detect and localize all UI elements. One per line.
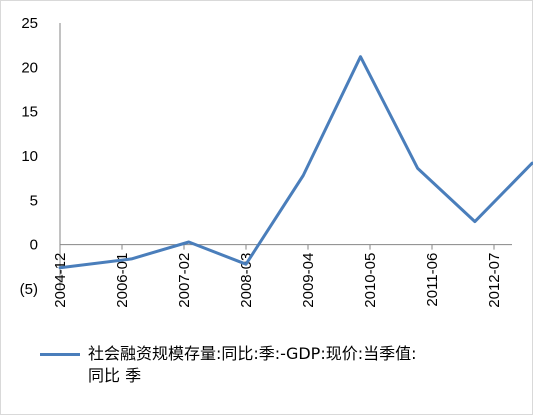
y-tick-label: 15 <box>21 104 38 121</box>
x-tick-label: 2008-03 <box>238 253 255 308</box>
y-axis-tick-labels: 25 20 15 10 5 0 (5) <box>20 15 38 298</box>
x-axis-tick-labels: 2004-12 2006-01 2007-02 2008-03 2009-04 2010-… <box>52 253 503 308</box>
x-tick-label: 2006-01 <box>114 253 131 308</box>
legend-swatch <box>40 353 80 356</box>
x-tick-label: 2012-07 <box>486 253 503 308</box>
legend: 社会融资规模存量:同比:季:-GDP:现价:当季值: 同比 季 <box>40 343 510 387</box>
y-tick-label: 0 <box>30 237 38 254</box>
y-tick-label: 20 <box>21 59 38 76</box>
series-line <box>58 55 533 270</box>
legend-label: 社会融资规模存量:同比:季:-GDP:现价:当季值: 同比 季 <box>88 344 417 385</box>
chart-axes <box>59 23 512 289</box>
y-tick-label: 5 <box>30 192 38 209</box>
x-tick-label: 2010-05 <box>362 253 379 308</box>
x-tick-label: 2004-12 <box>52 253 69 308</box>
y-tick-label: (5) <box>20 281 38 298</box>
y-tick-label: 10 <box>21 148 38 165</box>
y-tick-label: 25 <box>21 15 38 32</box>
series-layer <box>58 55 533 270</box>
x-tick-label: 2009-04 <box>300 253 317 308</box>
x-tick-label: 2011-06 <box>424 253 441 307</box>
x-tick-label: 2007-02 <box>176 253 193 308</box>
